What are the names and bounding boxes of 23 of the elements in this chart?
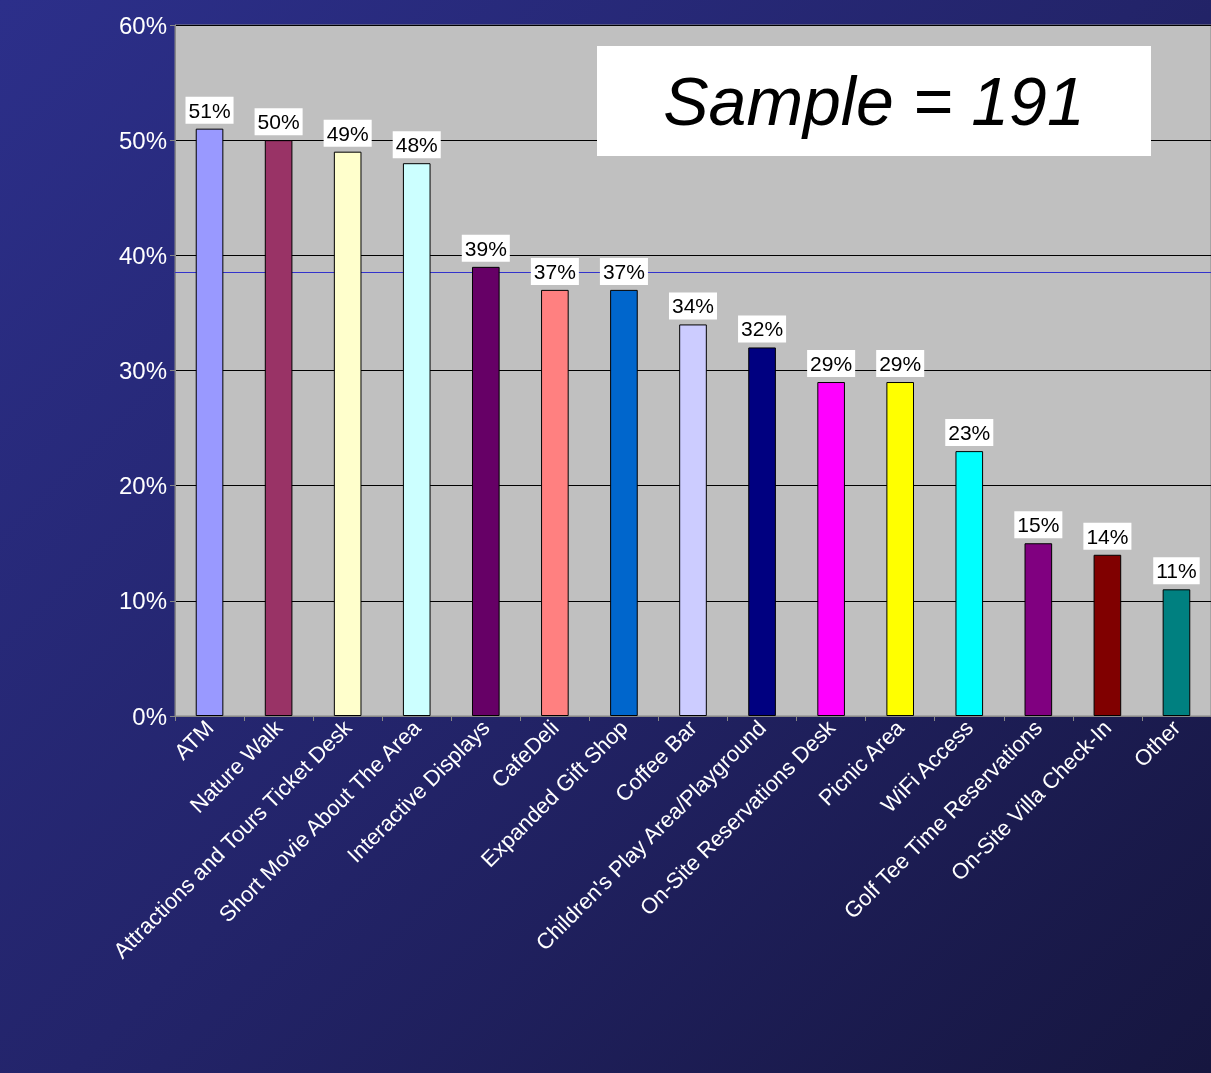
data-label: 15% xyxy=(1017,513,1060,537)
y-tick-label: 0% xyxy=(132,702,167,730)
annotation: Sample = 191 xyxy=(597,46,1151,156)
data-label: 49% xyxy=(326,121,369,145)
y-tick-label: 20% xyxy=(118,472,167,500)
data-label: 29% xyxy=(879,352,922,376)
data-label: 39% xyxy=(464,236,507,260)
y-tick-label: 50% xyxy=(118,126,167,154)
data-label: 14% xyxy=(1086,524,1129,548)
data-label: 37% xyxy=(602,259,645,283)
data-label: 34% xyxy=(671,294,715,318)
data-label: 48% xyxy=(395,133,438,157)
y-tick-label: 40% xyxy=(118,241,167,269)
data-label: 50% xyxy=(257,110,300,134)
data-label: 23% xyxy=(948,421,991,445)
data-label: 37% xyxy=(533,259,576,283)
y-tick-label: 30% xyxy=(118,357,167,384)
data-label: 11% xyxy=(1156,559,1197,583)
y-tick-label: 60% xyxy=(118,11,167,39)
y-tick-label: 10% xyxy=(118,587,167,615)
data-label: 29% xyxy=(810,352,853,376)
data-label: 51% xyxy=(188,98,231,122)
data-label: 32% xyxy=(741,317,784,341)
